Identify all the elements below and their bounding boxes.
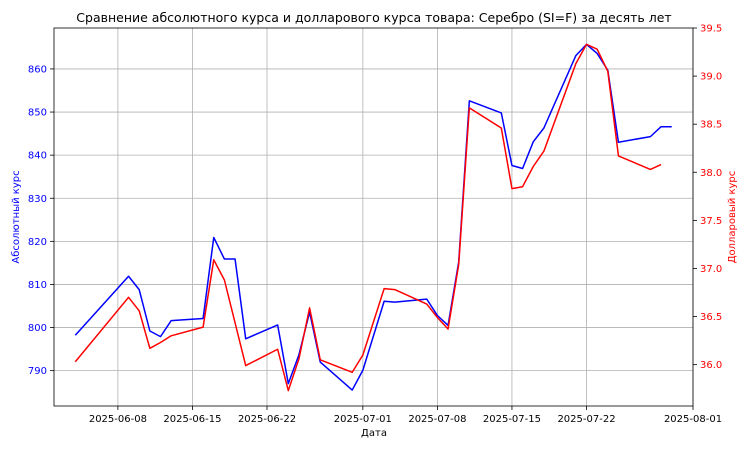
y-left-tick-label: 840: [28, 151, 47, 162]
plot-frame: [53, 27, 694, 407]
y-right-tick-label: 39.0: [700, 72, 722, 83]
y-left-tick-label: 860: [28, 64, 47, 75]
y-right-tick-label: 36.5: [700, 312, 722, 323]
y-left-tick-label: 820: [28, 237, 47, 248]
x-tick-label: 2025-07-08: [408, 414, 466, 425]
y-axis-left: 790 800 810 820 830 840 850 860: [28, 64, 54, 377]
y-left-tick-label: 830: [28, 194, 47, 205]
series-line-right: [74, 43, 662, 392]
series-layer: [74, 43, 672, 392]
y-left-tick-label: 790: [28, 366, 47, 377]
y-left-tick-label: 810: [28, 280, 47, 291]
series-line-left: [74, 43, 672, 391]
y-right-tick-label: 39.5: [700, 24, 722, 35]
y-left-tick-label: 850: [28, 108, 47, 119]
chart-title: Сравнение абсолютного курса и долларовог…: [76, 10, 671, 25]
x-axis: 2025-06-08 2025-06-15 2025-06-22 2025-07-01…: [89, 406, 722, 425]
y-right-tick-label: 37.5: [700, 216, 722, 227]
y-axis-right-label: Долларовый курс: [727, 171, 738, 264]
x-tick-label: 2025-07-22: [557, 414, 615, 425]
y-axis-right: 36.0 36.5 37.0 37.5 38.0 38.5 39.0 39.5: [693, 24, 722, 371]
x-axis-label: Дата: [361, 428, 387, 439]
y-right-tick-label: 38.5: [700, 120, 722, 131]
x-tick-label: 2025-06-08: [89, 414, 147, 425]
y-axis-left-label: Абсолютный курс: [11, 170, 22, 263]
axes-frame: [53, 27, 694, 407]
grid-layer: [54, 28, 694, 406]
y-right-tick-label: 36.0: [700, 360, 722, 371]
y-left-tick-label: 800: [28, 323, 47, 334]
x-tick-label: 2025-08-01: [664, 414, 722, 425]
x-tick-label: 2025-06-22: [238, 414, 296, 425]
x-tick-label: 2025-07-01: [334, 414, 392, 425]
x-tick-label: 2025-06-15: [163, 414, 221, 425]
x-tick-label: 2025-07-15: [483, 414, 541, 425]
y-right-tick-label: 37.0: [700, 264, 722, 275]
y-right-tick-label: 38.0: [700, 168, 722, 179]
